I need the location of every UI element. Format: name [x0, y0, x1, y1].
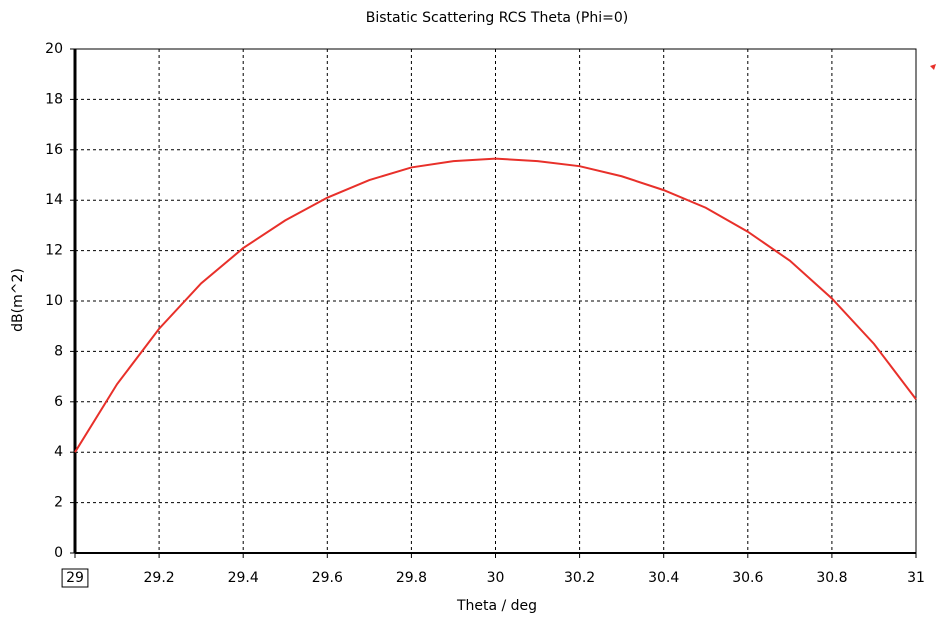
y-tick-label: 12 [45, 243, 63, 259]
x-tick-label: 30.6 [732, 570, 763, 586]
y-tick-label: 20 [45, 41, 63, 57]
x-tick-label: 31 [907, 570, 925, 586]
y-tick-label: 2 [54, 495, 63, 511]
x-tick-label: 29.2 [144, 570, 175, 586]
x-tick-label: 30.4 [648, 570, 679, 586]
x-tick-label: 30.2 [564, 570, 595, 586]
y-tick-label: 16 [45, 142, 63, 158]
x-tick-label: 29.6 [312, 570, 343, 586]
x-tick-label: 29.4 [228, 570, 259, 586]
y-tick-label: 10 [45, 293, 63, 309]
y-tick-label: 0 [54, 545, 63, 561]
chart-title: Bistatic Scattering RCS Theta (Phi=0) [366, 10, 628, 26]
marker-icon [930, 64, 936, 70]
y-tick-label: 8 [54, 343, 63, 359]
y-tick-label: 4 [54, 444, 63, 460]
x-tick-label: 29 [66, 570, 84, 586]
y-tick-label: 6 [54, 394, 63, 410]
y-tick-label: 18 [45, 91, 63, 107]
data-line [74, 157, 917, 453]
y-tick-label: 14 [45, 192, 63, 208]
x-axis-label: Theta / deg [456, 598, 537, 614]
y-axis-label: dB(m^2) [10, 268, 26, 332]
x-tick-label: 30 [487, 570, 505, 586]
tick-label-box [61, 568, 89, 588]
x-tick-label: 30.8 [816, 570, 847, 586]
x-tick-label: 29.8 [396, 570, 427, 586]
